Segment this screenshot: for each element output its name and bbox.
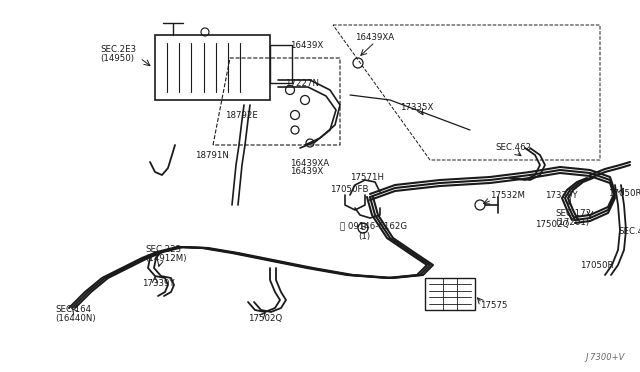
Text: (1): (1) bbox=[358, 231, 370, 241]
Text: 16439XA: 16439XA bbox=[355, 33, 394, 42]
Text: SEC.2E3: SEC.2E3 bbox=[100, 45, 136, 55]
Text: 17335X: 17335X bbox=[400, 103, 433, 112]
Text: SEC.462: SEC.462 bbox=[618, 228, 640, 237]
Text: 17339Y: 17339Y bbox=[545, 190, 578, 199]
Bar bbox=[270, 45, 292, 83]
Text: SEC.462: SEC.462 bbox=[495, 144, 531, 153]
Text: 17227N: 17227N bbox=[285, 78, 319, 87]
Text: (14950): (14950) bbox=[100, 54, 134, 62]
Text: B: B bbox=[360, 224, 365, 232]
Text: 16439XA: 16439XA bbox=[290, 158, 329, 167]
Text: (17201): (17201) bbox=[555, 218, 589, 227]
Text: 17571H: 17571H bbox=[350, 173, 384, 183]
Bar bbox=[425, 278, 475, 310]
Text: (16440N): (16440N) bbox=[55, 314, 95, 323]
Text: Ⓑ 09146-6162G: Ⓑ 09146-6162G bbox=[340, 221, 407, 231]
Text: (14912M): (14912M) bbox=[145, 254, 186, 263]
Text: 17050R: 17050R bbox=[580, 260, 614, 269]
Text: 16439X: 16439X bbox=[290, 41, 323, 49]
Text: 17532M: 17532M bbox=[490, 192, 525, 201]
Text: 18791N: 18791N bbox=[195, 151, 229, 160]
Text: 18792E: 18792E bbox=[225, 110, 258, 119]
Text: SEC.164: SEC.164 bbox=[55, 305, 91, 314]
Text: J 7300+V: J 7300+V bbox=[586, 353, 625, 362]
Text: 17575: 17575 bbox=[480, 301, 508, 310]
Text: 17050R: 17050R bbox=[608, 189, 640, 198]
Text: 17339Y: 17339Y bbox=[142, 279, 175, 288]
Bar bbox=[155, 35, 270, 100]
Text: 16439X: 16439X bbox=[290, 167, 323, 176]
Text: SEC.172: SEC.172 bbox=[555, 208, 591, 218]
Text: 17502Q: 17502Q bbox=[248, 314, 282, 323]
Text: 17050FB: 17050FB bbox=[330, 186, 369, 195]
Text: 17502Q: 17502Q bbox=[535, 221, 569, 230]
Text: SEC.223: SEC.223 bbox=[145, 246, 181, 254]
